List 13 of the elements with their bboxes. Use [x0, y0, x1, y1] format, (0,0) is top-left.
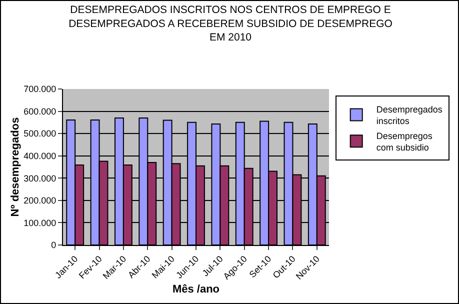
y-tick-label: 600.000: [24, 106, 56, 116]
legend-label: Desempregados inscritos: [376, 104, 443, 126]
y-axis-title: Nº desempregados: [10, 117, 22, 217]
y-tick-label: 400.000: [24, 151, 56, 162]
chart-title: DESEMPREGADOS INSCRITOS NOS CENTROS DE EMPREGO E DESEMPREGADOS A RECEBEREM SUBSIDIO DE DESEMPREGO EM 2010: [68, 4, 392, 44]
y-tick-label: 700.000: [24, 84, 56, 94]
y-tick-label: 300.000: [24, 173, 56, 184]
y-tick-label: 100.000: [24, 218, 56, 228]
y-tick-label: 0: [51, 240, 56, 250]
x-axis-title: Mês /ano: [172, 284, 220, 296]
legend-label: Desempregos com subsidio: [376, 130, 433, 152]
y-tick-label: 500.000: [24, 128, 56, 139]
y-tick-label: 200.000: [24, 196, 56, 206]
